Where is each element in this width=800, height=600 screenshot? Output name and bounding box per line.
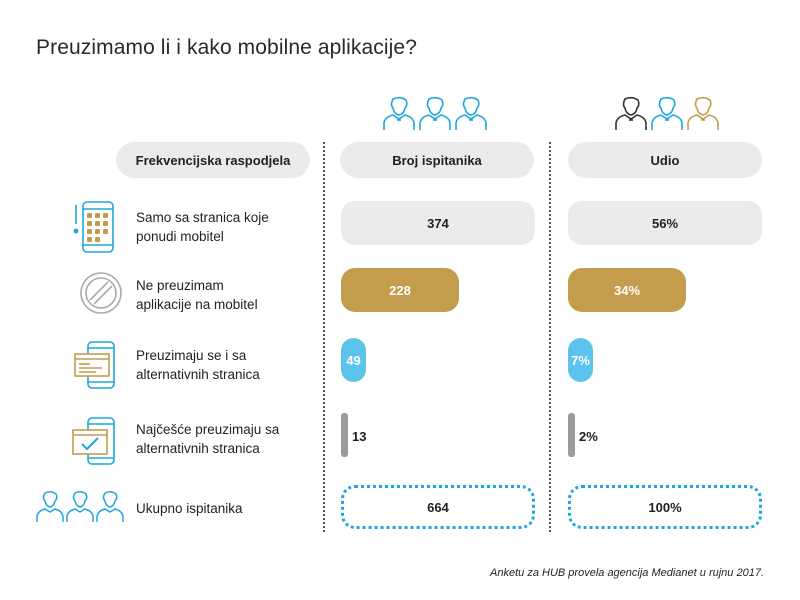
row-label-2-line1: Ne preuzimam (136, 278, 224, 293)
phone-browser-icon (74, 341, 115, 389)
share-bar-total: 100% (568, 485, 762, 529)
header-share: Udio (568, 142, 762, 178)
row-label-1-line2: ponudi mobitel (136, 229, 224, 244)
row-label-2: Ne preuzimam aplikacije na mobitel (136, 276, 258, 314)
row-label-3-line2: alternativnih stranica (136, 367, 260, 382)
share-bar-3: 7% (568, 338, 593, 382)
count-bar-4 (341, 413, 348, 457)
phone-browser-check-icon (72, 417, 115, 465)
header-count: Broj ispitanika (340, 142, 534, 178)
count-bar-3: 49 (341, 338, 366, 382)
row-label-3-line1: Preuzimaju se i sa (136, 348, 247, 363)
share-bar-2: 34% (568, 268, 686, 312)
people-group-icon (383, 96, 487, 130)
row-label-2-line2: aplikacije na mobitel (136, 297, 258, 312)
row-label-1-line1: Samo sa stranica koje (136, 210, 269, 225)
header-frequency: Frekvencijska raspodjela (116, 142, 310, 178)
chart-title: Preuzimamo li i kako mobilne aplikacije? (36, 36, 417, 59)
row-label-4: Najčešće preuzimaju sa alternativnih str… (136, 420, 279, 458)
share-bar-4 (568, 413, 575, 457)
people-share-icon (615, 96, 719, 130)
row-label-5: Ukupno ispitanika (136, 499, 243, 518)
source-note: Anketu za HUB provela agencija Medianet … (490, 567, 764, 579)
share-label-4: 2% (579, 429, 598, 444)
count-label-4: 13 (352, 429, 367, 444)
row-label-1: Samo sa stranica koje ponudi mobitel (136, 208, 269, 246)
row-label-4-line2: alternativnih stranica (136, 441, 260, 456)
row-label-4-line1: Najčešće preuzimaju sa (136, 422, 280, 437)
count-bar-1: 374 (341, 201, 535, 245)
divider-left (323, 142, 325, 532)
phone-exclamation-icon (73, 201, 114, 253)
divider-right (549, 142, 551, 532)
share-bar-1: 56% (568, 201, 762, 245)
people-group-icon (36, 490, 124, 522)
row-label-5-line1: Ukupno ispitanika (136, 501, 243, 516)
count-bar-2: 228 (341, 268, 459, 312)
row-label-3: Preuzimaju se i sa alternativnih stranic… (136, 346, 260, 384)
count-bar-total: 664 (341, 485, 535, 529)
prohibited-icon (80, 272, 122, 314)
